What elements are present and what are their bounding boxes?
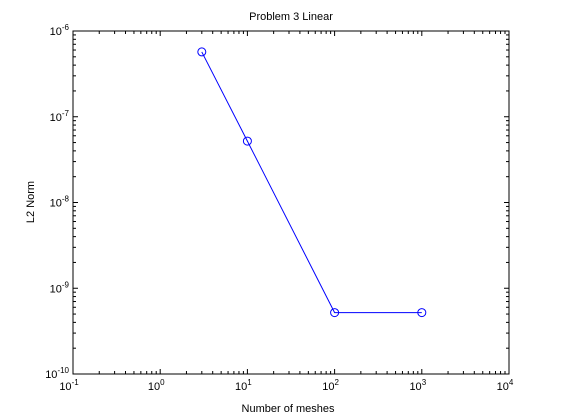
data-point-marker bbox=[330, 308, 340, 318]
y-tick-label: 10-6 bbox=[50, 23, 70, 38]
minor-ticks bbox=[73, 31, 509, 374]
y-tick-label: 10-10 bbox=[45, 366, 69, 381]
data-point-marker bbox=[242, 136, 252, 146]
x-tick-label: 100 bbox=[148, 378, 165, 393]
y-tick-label: 10-8 bbox=[50, 195, 70, 210]
x-axis-label: Number of meshes bbox=[242, 403, 335, 415]
series-layer bbox=[197, 47, 427, 318]
chart-title: Problem 3 Linear bbox=[249, 11, 333, 23]
x-tick-label: 104 bbox=[497, 378, 514, 393]
x-tick-label: 10-1 bbox=[59, 378, 79, 393]
x-tick-labels: 10-1 100 101 102 103 104 bbox=[59, 378, 514, 393]
x-tick-label: 103 bbox=[409, 378, 426, 393]
y-tick-labels: 10-10 10-9 10-8 10-7 10-6 bbox=[45, 23, 69, 381]
x-tick-label: 102 bbox=[322, 378, 339, 393]
series-line bbox=[201, 51, 422, 314]
data-point-marker bbox=[417, 308, 427, 318]
y-tick-label: 10-9 bbox=[50, 280, 70, 295]
x-tick-label: 101 bbox=[235, 378, 252, 393]
y-axis-label: L2 Norm bbox=[25, 181, 37, 223]
major-ticks bbox=[72, 30, 510, 375]
y-tick-label: 10-7 bbox=[50, 109, 70, 124]
plot-area bbox=[72, 30, 510, 375]
data-point-marker bbox=[197, 47, 207, 57]
